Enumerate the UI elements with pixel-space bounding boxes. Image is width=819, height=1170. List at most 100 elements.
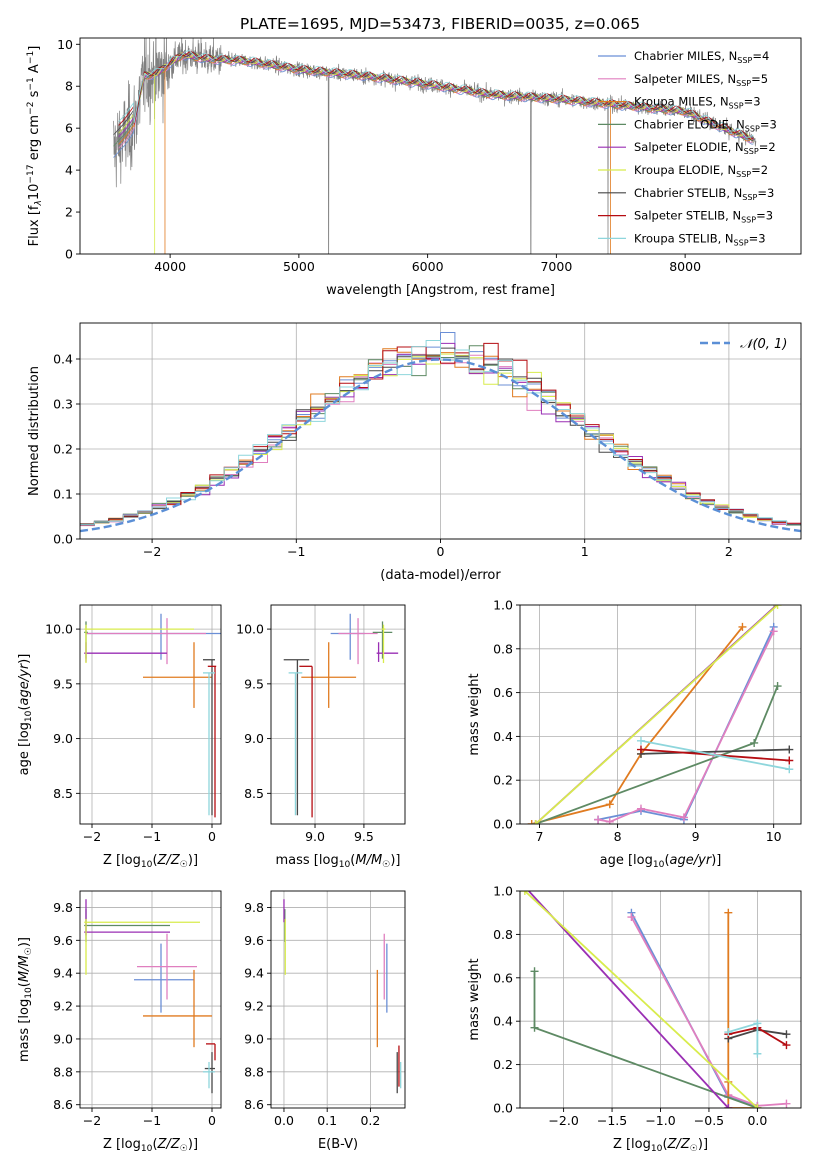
x-tick-label: −1 xyxy=(287,544,305,559)
error-bar-point xyxy=(203,1061,215,1089)
y-tick-label: 0.4 xyxy=(493,729,513,744)
mass-weight-point xyxy=(724,1104,733,1108)
age-vs-metallicity-panel: −2 −1 0 8.5 9.0 9.5 10.0 Z [log10(Z/Z☉)] age [lo… xyxy=(17,604,222,870)
error-bar-point xyxy=(206,1043,216,1061)
y-tick-label: 9.6 xyxy=(244,933,264,948)
weight-vs-metallicity-panel: −2.0 −1.5 −1.0 −0.5 0.0 0.0 0.2 0.4 0.6 0.8 1.0 Z [… xyxy=(467,884,802,1154)
grid-lines xyxy=(80,891,221,1108)
x-tick-label: 9.0 xyxy=(305,829,325,844)
spectrum-panel: 4000 5000 6000 7000 8000 0 2 4 6 8 10 Chabrier MILE… xyxy=(26,37,802,298)
mass-weight-point xyxy=(636,745,645,754)
error-bar-point xyxy=(204,1052,215,1094)
x-tick-label: 0.1 xyxy=(317,1113,337,1128)
y-tick-label: 9.6 xyxy=(53,933,73,948)
x-tick-label: 7 xyxy=(536,829,544,844)
x-tick-label: 10 xyxy=(766,829,782,844)
grid-lines xyxy=(80,605,221,824)
x-tick-label: −2 xyxy=(83,829,101,844)
model-spectrum-line xyxy=(118,51,754,140)
weight-vs-age-panel: 7 8 9 10 0.0 0.2 0.4 0.6 0.8 1.0 age [log10(age/yr… xyxy=(467,597,802,870)
error-bar-point xyxy=(203,659,215,816)
residual-histogram xyxy=(80,340,801,526)
age-vs-mass-panel: 9.0 9.5 8.5 9.0 9.5 10.0 mass [log10(M/M☉)] xyxy=(236,604,406,870)
x-tick-label: −2.0 xyxy=(548,1113,578,1128)
y-tick-label: 8.5 xyxy=(244,786,264,801)
axes-frame: −2 −1 0 1 2 0.0 0.1 0.2 0.3 0.4 xyxy=(53,322,802,559)
axes-border xyxy=(270,890,406,1109)
error-bar-point xyxy=(283,659,310,816)
mass-weight-series-line xyxy=(531,626,744,824)
mass-weight-series-line xyxy=(534,605,779,824)
y-tick-label: 0.8 xyxy=(493,641,513,656)
spectrum-y-axis-label: Flux [fλ10−17 erg cm−2 s−1 A−1] xyxy=(26,46,44,247)
residuals-legend: 𝒩(0, 1) xyxy=(700,337,787,352)
x-tick-label: −1 xyxy=(143,829,161,844)
mass-weight-point xyxy=(785,745,794,754)
axes-frame: 0.0 0.1 0.2 8.6 8.8 9.0 9.2 9.4 9.6 9.8 xyxy=(244,890,406,1128)
mass-weight-point xyxy=(531,820,540,824)
residuals-x-axis-label: (data-model)/error xyxy=(380,568,501,583)
mass-weight-point xyxy=(777,597,785,605)
weight-vs-Z-x-axis-label: Z [log10(Z/Z☉)] xyxy=(613,1137,708,1154)
legend-entry-label: Chabrier ELODIE, NSSP=3 xyxy=(634,117,777,133)
mass-vs-metallicity-panel: −2 −1 0 8.6 8.8 9.0 9.2 9.4 9.6 9.8 Z [log10(Z/Z☉)… xyxy=(17,890,222,1154)
axes-frame: −2 −1 0 8.6 8.8 9.0 9.2 9.4 9.6 9.8 xyxy=(53,890,222,1128)
mass-weight-point xyxy=(782,1099,791,1108)
mass-weight-point xyxy=(750,738,759,747)
mass-weight-point xyxy=(724,908,733,917)
error-bar-point xyxy=(338,618,378,665)
mass-weight-series-line xyxy=(640,739,790,771)
model-spectrum-line xyxy=(118,53,754,145)
error-bar-point xyxy=(84,624,194,664)
mass-vs-reddening-panel: 0.0 0.1 0.2 8.6 8.8 9.0 9.2 9.4 9.6 9.8 E(B-V) xyxy=(244,890,406,1152)
normal-distribution-curve xyxy=(80,358,801,533)
y-tick-label: 10 xyxy=(57,37,73,52)
x-tick-label: 0 xyxy=(208,1113,216,1128)
legend-entry-label: Kroupa ELODIE, NSSP=2 xyxy=(634,163,768,179)
axes-border xyxy=(79,37,802,255)
x-tick-label: −1.0 xyxy=(645,1113,675,1128)
axes-frame: 9.0 9.5 8.5 9.0 9.5 10.0 xyxy=(236,604,406,844)
weight-vs-age-x-axis-label: age [log10(age/yr)] xyxy=(600,853,722,870)
mass-weight-point xyxy=(527,820,536,824)
y-tick-label: 1.0 xyxy=(493,598,513,613)
age-vs-Z-x-axis-label: Z [log10(Z/Z☉)] xyxy=(103,853,198,870)
axes-frame: 7 8 9 10 0.0 0.2 0.4 0.6 0.8 1.0 xyxy=(493,598,802,844)
error-bar-point xyxy=(84,642,167,662)
mass-vs-Z-y-axis-label: mass [log10(M/M☉)] xyxy=(17,937,34,1062)
axes-frame: 4000 5000 6000 7000 8000 0 2 4 6 8 10 xyxy=(57,37,802,274)
error-bar-point xyxy=(84,909,170,942)
plot-area xyxy=(84,613,221,818)
plot-area xyxy=(527,597,794,824)
error-bar-point xyxy=(143,642,212,708)
legend-entry-label: Salpeter STELIB, NSSP=3 xyxy=(634,209,773,225)
mass-weight-series-line xyxy=(535,685,779,824)
legend-entry-label: Chabrier MILES, NSSP=4 xyxy=(634,49,769,65)
residuals-panel: −2 −1 0 1 2 0.0 0.1 0.2 0.3 0.4 𝒩(0, 1) (data-model… xyxy=(27,322,802,583)
mass-weight-series-line xyxy=(597,630,775,823)
mass-weight-point xyxy=(773,682,782,691)
y-tick-label: 9.0 xyxy=(244,1031,264,1046)
mass-vs-Z-x-axis-label: Z [log10(Z/Z☉)] xyxy=(103,1137,198,1154)
error-bar-point xyxy=(372,621,393,659)
y-tick-label: 8.6 xyxy=(53,1097,73,1112)
mass-weight-point xyxy=(605,800,614,809)
legend-entry-label: Kroupa MILES, NSSP=3 xyxy=(634,95,761,111)
mass-weight-point xyxy=(636,804,645,813)
y-tick-label: 0.4 xyxy=(53,352,73,367)
mass-weight-point xyxy=(530,967,539,976)
error-bar-point xyxy=(299,665,313,818)
y-tick-label: 8 xyxy=(65,79,73,94)
plot-area xyxy=(283,613,399,818)
y-tick-label: 9.2 xyxy=(53,999,73,1014)
age-vs-Z-y-axis-label: age [log10(age/yr)] xyxy=(17,654,34,776)
error-bar-point xyxy=(288,672,303,816)
mass-weight-point xyxy=(773,605,782,609)
error-bar-point xyxy=(137,933,197,1000)
y-tick-label: 6 xyxy=(65,121,73,136)
mass-weight-point xyxy=(520,891,529,895)
mass-weight-point xyxy=(530,1023,539,1032)
y-tick-label: 2 xyxy=(65,205,73,220)
legend-entry-label: Salpeter ELODIE, NSSP=2 xyxy=(634,140,776,156)
